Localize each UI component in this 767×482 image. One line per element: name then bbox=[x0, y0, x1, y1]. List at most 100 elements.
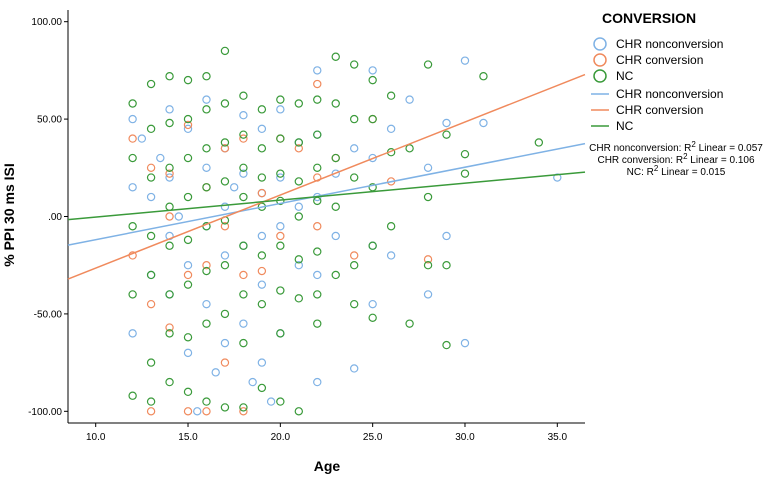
point-nc bbox=[220, 138, 230, 147]
point-nc bbox=[128, 153, 137, 163]
point-chr-conversion bbox=[146, 299, 156, 309]
y-axis-title: % PPI 30 ms ISI bbox=[1, 163, 17, 267]
point-nc bbox=[313, 95, 322, 104]
point-chr-nonconversion bbox=[229, 183, 239, 192]
point-chr-conversion bbox=[220, 144, 230, 153]
r2-annotation: CHR nonconversion: R2 Linear = 0.057 bbox=[589, 140, 763, 154]
fit-line-chr-nonconversion bbox=[67, 142, 586, 246]
point-nc bbox=[313, 290, 322, 299]
point-chr-nonconversion bbox=[313, 377, 322, 387]
point-nc bbox=[442, 261, 451, 270]
point-chr-nonconversion bbox=[202, 299, 211, 309]
point-nc bbox=[165, 163, 174, 172]
point-nc bbox=[276, 169, 285, 178]
point-chr-nonconversion bbox=[442, 118, 451, 128]
point-nc bbox=[276, 241, 285, 250]
point-chr-conversion bbox=[239, 407, 248, 416]
point-chr-nonconversion bbox=[276, 105, 285, 114]
point-nc bbox=[146, 79, 156, 89]
point-nc bbox=[128, 290, 137, 299]
r2-annotation: CHR conversion: R2 Linear = 0.106 bbox=[597, 152, 754, 166]
point-chr-nonconversion bbox=[460, 338, 470, 348]
point-chr-nonconversion bbox=[239, 110, 248, 120]
point-nc bbox=[202, 397, 211, 406]
r2-annotation: NC: R2 Linear = 0.015 bbox=[627, 164, 726, 178]
point-chr-nonconversion bbox=[257, 231, 267, 241]
point-nc bbox=[534, 138, 544, 147]
point-chr-conversion bbox=[128, 134, 137, 143]
point-chr-conversion bbox=[257, 188, 267, 198]
point-chr-nonconversion bbox=[368, 66, 377, 75]
point-nc bbox=[479, 72, 488, 81]
point-chr-nonconversion bbox=[220, 251, 230, 260]
point-nc bbox=[257, 105, 267, 114]
point-nc bbox=[183, 153, 193, 163]
y-tick-label: -50.00 bbox=[34, 309, 63, 320]
point-nc bbox=[165, 72, 174, 81]
x-tick-label: 20.0 bbox=[271, 432, 291, 443]
point-chr-nonconversion bbox=[276, 222, 285, 231]
point-nc bbox=[294, 255, 304, 264]
point-chr-nonconversion bbox=[313, 270, 322, 280]
point-chr-nonconversion bbox=[128, 183, 137, 192]
point-nc bbox=[331, 153, 340, 163]
point-nc bbox=[294, 177, 304, 186]
point-chr-nonconversion bbox=[202, 163, 211, 172]
y-tick-label: 50.00 bbox=[37, 115, 62, 126]
point-nc bbox=[349, 261, 359, 270]
point-nc bbox=[183, 114, 193, 124]
point-nc bbox=[442, 130, 451, 139]
point-chr-nonconversion bbox=[257, 124, 267, 134]
point-nc bbox=[313, 247, 322, 256]
point-nc bbox=[128, 391, 137, 400]
point-chr-conversion bbox=[183, 270, 193, 280]
point-chr-nonconversion bbox=[193, 407, 202, 416]
point-nc bbox=[349, 173, 359, 182]
point-nc bbox=[294, 294, 304, 303]
point-chr-conversion bbox=[239, 134, 248, 143]
point-chr-nonconversion bbox=[137, 134, 147, 143]
point-nc bbox=[239, 403, 248, 412]
point-nc bbox=[183, 333, 193, 342]
point-nc bbox=[220, 309, 230, 319]
point-chr-conversion bbox=[183, 407, 193, 416]
point-nc bbox=[202, 319, 211, 328]
data-points bbox=[128, 46, 562, 416]
point-chr-nonconversion bbox=[405, 95, 414, 104]
fit-line-chr-conversion bbox=[67, 73, 586, 280]
fit-line-nc bbox=[67, 171, 586, 221]
point-nc bbox=[257, 251, 267, 260]
point-nc bbox=[257, 144, 267, 153]
point-nc bbox=[202, 105, 211, 114]
point-chr-nonconversion bbox=[479, 118, 488, 128]
point-chr-nonconversion bbox=[349, 364, 359, 373]
point-nc bbox=[220, 99, 230, 108]
point-nc bbox=[423, 192, 433, 202]
point-nc bbox=[368, 313, 377, 323]
x-tick-label: 25.0 bbox=[363, 432, 383, 443]
point-nc bbox=[128, 99, 137, 108]
point-chr-conversion bbox=[146, 163, 156, 172]
point-nc bbox=[257, 299, 267, 309]
point-chr-nonconversion bbox=[128, 329, 137, 338]
point-nc bbox=[146, 358, 156, 367]
legend-line-label-chr-nonconversion: CHR nonconversion bbox=[616, 87, 723, 101]
legend-label-chr-conversion: CHR conversion bbox=[616, 53, 703, 67]
legend-title: CONVERSION bbox=[602, 10, 696, 26]
point-nc bbox=[331, 99, 340, 108]
point-chr-nonconversion bbox=[368, 153, 377, 163]
point-nc bbox=[423, 60, 433, 69]
point-nc bbox=[165, 202, 174, 211]
point-chr-nonconversion bbox=[165, 173, 174, 182]
point-nc bbox=[368, 183, 377, 192]
point-nc bbox=[239, 192, 248, 202]
point-nc bbox=[331, 52, 340, 61]
point-nc bbox=[460, 169, 470, 178]
point-chr-nonconversion bbox=[211, 368, 220, 377]
point-nc bbox=[349, 60, 359, 69]
point-nc bbox=[368, 114, 377, 124]
point-chr-nonconversion bbox=[313, 66, 322, 75]
point-nc bbox=[313, 319, 322, 328]
point-chr-nonconversion bbox=[442, 231, 451, 241]
